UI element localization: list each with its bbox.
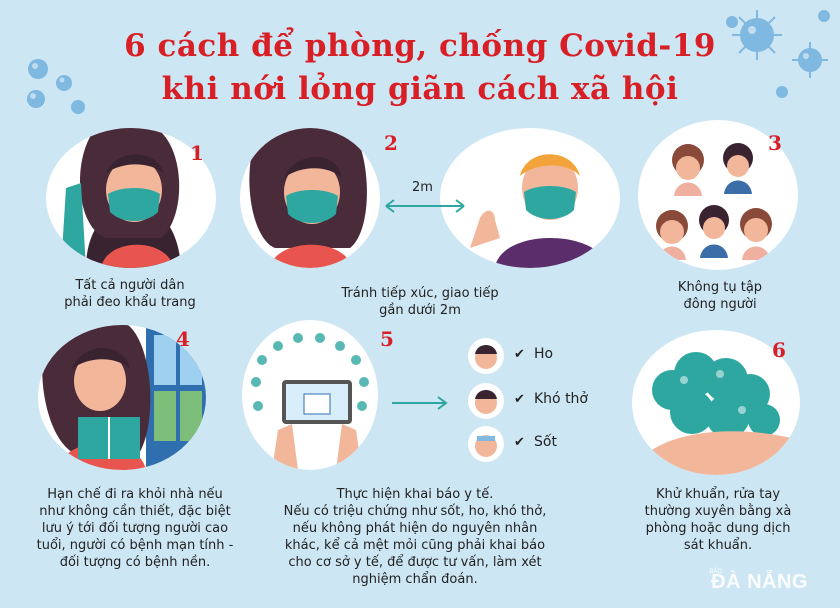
illustration-stay-home — [38, 325, 206, 470]
item-number-1: 1 — [190, 141, 204, 165]
illustration-wear-mask — [46, 128, 216, 268]
title-line-1: 6 cách để phòng, chống Covid-19 — [124, 28, 716, 64]
item-6-caption: Khử khuẩn, rửa tay thường xuyên bằng xà ph… — [644, 487, 792, 553]
virus-decoration-topright-icon — [726, 10, 830, 98]
face-fever-icon — [468, 426, 504, 462]
item-1-caption: Tất cả người dân phải đeo khẩu trang — [64, 278, 196, 310]
illustration-distance-right — [440, 128, 620, 268]
arrow-right-icon — [392, 396, 448, 410]
illustration-hand-washing — [632, 330, 800, 475]
watermark-small: BÁO — [709, 569, 722, 575]
virus-decoration-topleft-icon — [27, 59, 85, 114]
item-number-3: 3 — [768, 131, 782, 155]
face-breathless-icon — [468, 383, 504, 419]
item-4-caption: Hạn chế đi ra khỏi nhà nếu như không cần … — [36, 487, 234, 570]
item-number-4: 4 — [176, 327, 190, 351]
item-3-caption: Không tụ tập đông người — [677, 280, 763, 312]
distance-label: 2m — [412, 180, 433, 195]
watermark-logo: ĐÀ NẴNG — [711, 571, 808, 593]
item-number-5: 5 — [380, 327, 394, 351]
item-number-6: 6 — [772, 338, 786, 362]
item-number-2: 2 — [384, 131, 398, 155]
distance-arrow-icon — [385, 199, 465, 213]
symptom-label-ho: Ho — [534, 346, 554, 362]
item-2-caption: Tránh tiếp xúc, giao tiếp gần dưới 2m — [341, 286, 499, 318]
illustration-distance-left — [240, 128, 380, 268]
symptom-label-sot: Sốt — [534, 434, 557, 450]
illustration-health-declaration — [242, 320, 378, 470]
check-icon: ✔ — [514, 435, 525, 450]
title-line-2: khi nới lỏng giãn cách xã hội — [161, 71, 679, 107]
check-icon: ✔ — [514, 392, 525, 407]
illustration-crowd — [638, 120, 798, 270]
symptom-label-kho-tho: Khó thở — [534, 391, 588, 407]
item-5-caption: Thực hiện khai báo y tế. Nếu có triệu chứ… — [283, 487, 547, 587]
check-icon: ✔ — [514, 347, 525, 362]
face-cough-icon — [468, 338, 504, 374]
